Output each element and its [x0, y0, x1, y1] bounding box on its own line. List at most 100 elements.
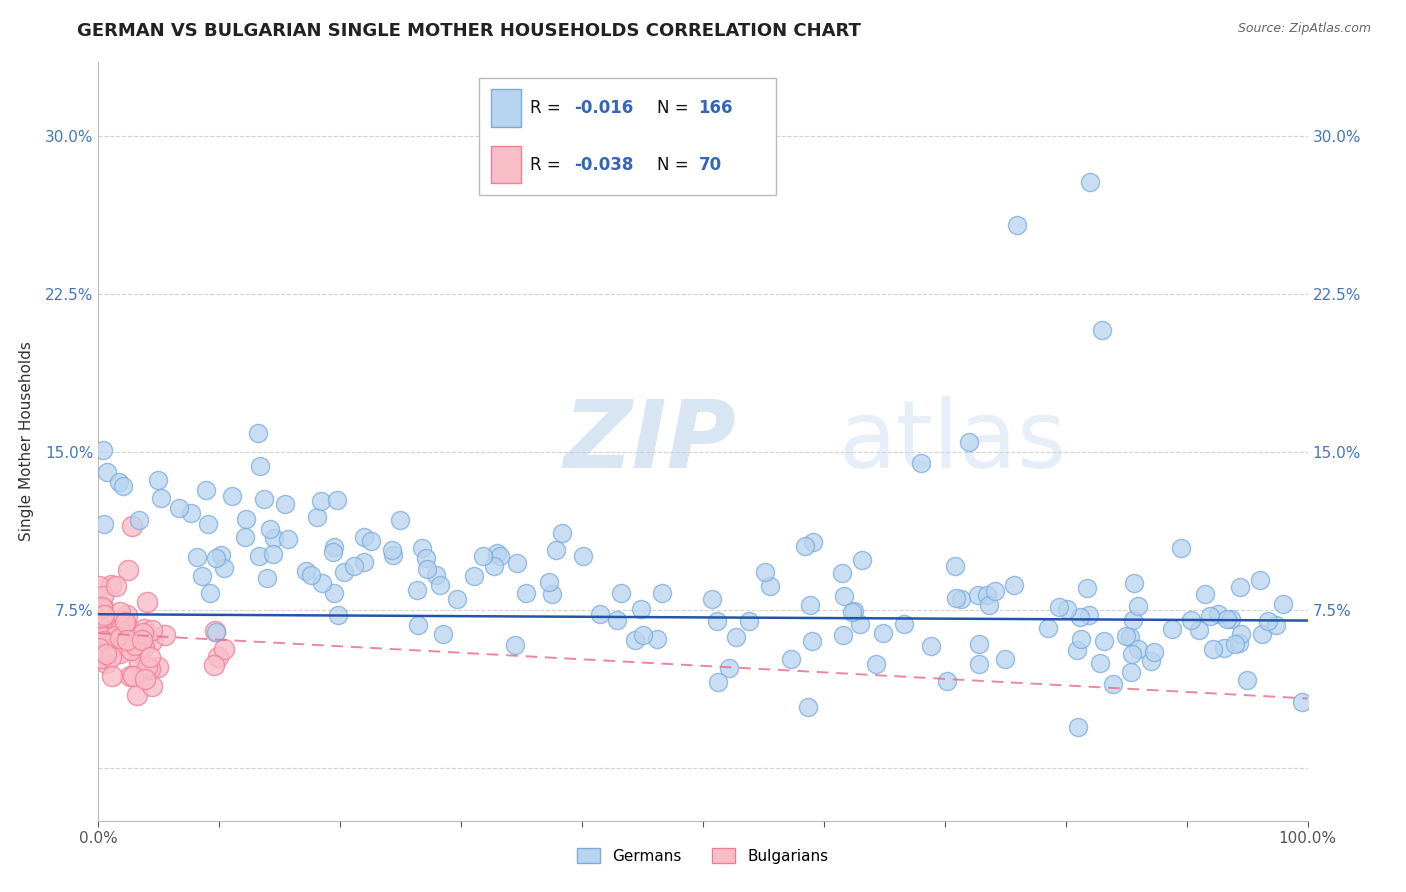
Point	[738, 614, 761, 628]
Point	[651, 585, 673, 599]
Point	[205, 624, 228, 639]
Point	[202, 657, 225, 672]
Point	[89, 605, 111, 619]
Point	[96, 635, 118, 649]
Point	[94, 630, 117, 644]
Point	[1101, 677, 1123, 691]
Point	[779, 652, 801, 666]
Point	[112, 479, 135, 493]
Point	[969, 657, 991, 672]
Point	[108, 632, 131, 646]
Point	[104, 629, 127, 643]
Point	[606, 613, 628, 627]
Point	[724, 631, 747, 645]
Point	[1002, 578, 1025, 592]
Point	[207, 649, 229, 664]
Point	[97, 628, 120, 642]
Point	[328, 607, 350, 622]
Point	[910, 456, 932, 470]
Point	[1216, 612, 1239, 626]
Point	[209, 548, 232, 562]
Point	[957, 434, 980, 449]
Point	[408, 618, 430, 632]
Point	[131, 625, 153, 640]
Point	[90, 599, 112, 614]
Point	[89, 650, 111, 665]
Point	[630, 602, 652, 616]
Point	[589, 607, 612, 621]
Point	[169, 500, 191, 515]
Point	[323, 540, 346, 554]
Point	[90, 650, 112, 665]
Point	[1249, 573, 1271, 587]
Point	[89, 632, 111, 647]
Point	[1115, 629, 1137, 643]
Point	[117, 563, 139, 577]
Point	[87, 617, 110, 632]
Point	[127, 644, 149, 658]
Point	[572, 549, 595, 563]
Point	[97, 622, 120, 636]
Point	[799, 598, 821, 612]
Point	[610, 586, 633, 600]
Point	[294, 564, 316, 578]
Point	[979, 599, 1001, 613]
Point	[1069, 609, 1091, 624]
Point	[1212, 640, 1234, 655]
Point	[381, 543, 404, 558]
Point	[134, 640, 156, 654]
Point	[1036, 621, 1059, 635]
Point	[90, 600, 112, 615]
Point	[186, 549, 208, 564]
Point	[1198, 609, 1220, 624]
Point	[1161, 622, 1184, 636]
Point	[425, 567, 447, 582]
Point	[537, 575, 560, 590]
Point	[943, 559, 966, 574]
Point	[1143, 645, 1166, 659]
Point	[235, 511, 257, 525]
Point	[353, 530, 375, 544]
Point	[262, 547, 284, 561]
Point	[1220, 612, 1243, 626]
Point	[1223, 637, 1246, 651]
Point	[1187, 623, 1209, 637]
Point	[1047, 600, 1070, 615]
Point	[111, 638, 134, 652]
Point	[848, 617, 870, 632]
Point	[801, 535, 824, 549]
Point	[700, 591, 723, 606]
Point	[1122, 613, 1144, 627]
Point	[150, 491, 173, 506]
Point	[796, 700, 818, 714]
Point	[381, 548, 404, 562]
Point	[872, 626, 894, 640]
Text: GERMAN VS BULGARIAN SINGLE MOTHER HOUSEHOLDS CORRELATION CHART: GERMAN VS BULGARIAN SINGLE MOTHER HOUSEH…	[77, 22, 862, 40]
Point	[120, 623, 142, 637]
Point	[360, 534, 382, 549]
Point	[221, 489, 243, 503]
Point	[107, 637, 129, 651]
Point	[415, 551, 437, 566]
Point	[311, 576, 333, 591]
Point	[793, 539, 815, 553]
Point	[1091, 323, 1114, 337]
Point	[717, 661, 740, 675]
Point	[920, 639, 942, 653]
Point	[1078, 176, 1101, 190]
Point	[546, 542, 568, 557]
Point	[1076, 581, 1098, 595]
Point	[624, 632, 647, 647]
Point	[1264, 617, 1286, 632]
Point	[343, 559, 366, 574]
Point	[101, 668, 124, 682]
Point	[136, 595, 159, 609]
Point	[93, 516, 115, 531]
Point	[100, 578, 122, 592]
Point	[1088, 657, 1111, 671]
Point	[311, 494, 333, 508]
Point	[832, 628, 855, 642]
Point	[94, 656, 117, 670]
Point	[1251, 627, 1274, 641]
Point	[247, 425, 270, 440]
